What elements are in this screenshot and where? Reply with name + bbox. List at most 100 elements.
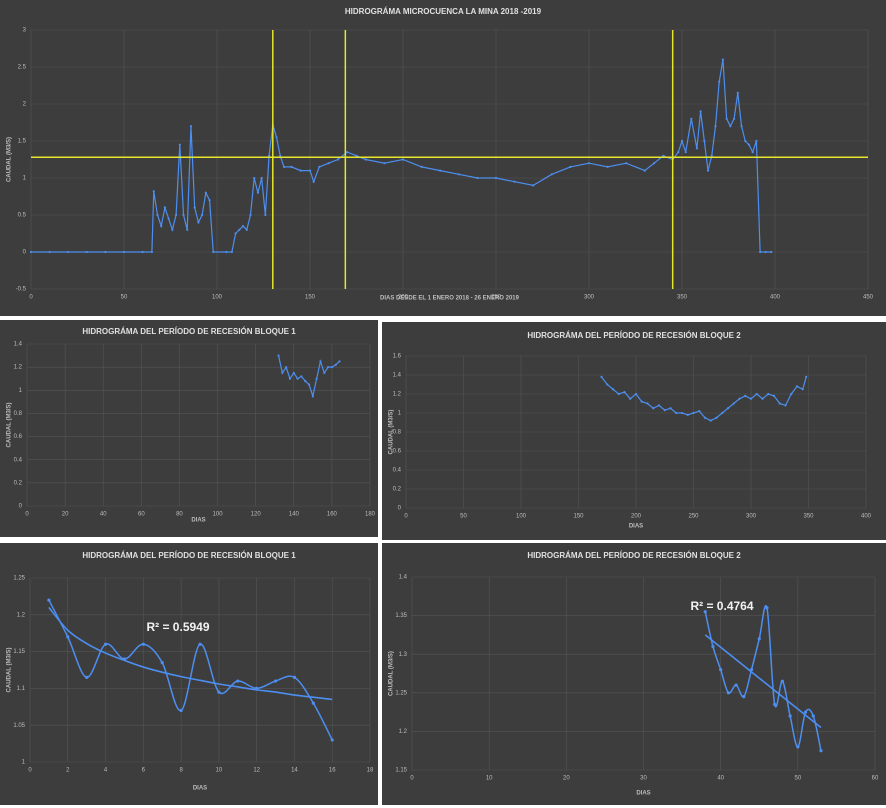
data-point — [178, 143, 181, 146]
chart-title: HIDROGRÁMA MICROCUENCA LA MINA 2018 -201… — [345, 7, 542, 16]
x-tick-label: 250 — [688, 514, 699, 520]
data-point — [805, 375, 808, 378]
y-tick-label: 2 — [23, 102, 27, 108]
y-tick-label: 1.35 — [395, 613, 407, 619]
data-point — [662, 154, 665, 157]
data-point — [273, 679, 278, 683]
y-tick-label: 0.4 — [14, 457, 23, 463]
data-point — [606, 383, 609, 386]
data-point — [249, 213, 252, 217]
y-tick-label: 0.2 — [393, 487, 402, 493]
data-point — [569, 165, 572, 168]
y-tick-label: 0.8 — [14, 411, 23, 417]
y-tick-label: 1.2 — [17, 612, 26, 618]
data-point — [755, 139, 758, 143]
data-point — [690, 117, 693, 120]
data-point — [698, 410, 701, 413]
data-point — [706, 169, 710, 172]
x-tick-label: 0 — [410, 776, 414, 782]
panel-background — [382, 322, 886, 540]
x-tick-label: 200 — [631, 514, 642, 520]
y-tick-label: -0.5 — [16, 287, 27, 293]
x-tick-label: 150 — [573, 514, 584, 520]
data-point — [312, 180, 315, 183]
data-point — [308, 169, 312, 172]
x-axis-label: DIAS DESDE EL 1 ENERO 2018 - 26 ENERO 20… — [380, 296, 520, 302]
data-point — [653, 162, 656, 165]
x-tick-label: 20 — [563, 776, 570, 782]
data-point — [275, 136, 278, 139]
data-point — [790, 392, 793, 396]
data-point — [330, 366, 333, 369]
data-point — [773, 702, 777, 706]
data-point — [299, 169, 302, 172]
chart-title: HIDROGRÁMA DEL PERÍODO DE RECESIÓN BLOQU… — [527, 331, 741, 340]
x-tick-label: 50 — [460, 514, 467, 520]
y-tick-label: 1.2 — [14, 365, 23, 371]
data-point — [182, 213, 185, 217]
data-point — [141, 642, 145, 646]
data-point — [734, 683, 738, 687]
y-tick-label: 1.4 — [14, 342, 23, 348]
data-point — [476, 176, 479, 180]
data-point — [803, 710, 808, 714]
data-point — [729, 125, 732, 128]
data-point — [532, 184, 535, 187]
x-tick-label: 60 — [872, 776, 879, 782]
data-point — [744, 394, 747, 397]
data-point — [152, 190, 155, 193]
trendline — [48, 606, 333, 701]
y-tick-label: 1 — [398, 411, 402, 417]
data-point — [236, 679, 240, 683]
data-point — [695, 147, 698, 150]
data-point — [225, 250, 228, 254]
data-point — [623, 391, 626, 394]
data-point — [726, 691, 730, 695]
data-point — [764, 250, 767, 254]
x-tick-label: 100 — [213, 512, 224, 518]
x-axis-label: DIAS — [636, 791, 650, 797]
data-point — [167, 217, 170, 220]
r-squared-annotation: R² = 0.5949 — [146, 620, 209, 634]
x-tick-label: 20 — [62, 512, 69, 518]
data-point — [264, 213, 267, 217]
data-point — [751, 151, 754, 154]
y-tick-label: 0 — [398, 506, 402, 512]
r-squared-annotation: R² = 0.4764 — [690, 599, 753, 613]
data-point — [85, 675, 89, 679]
data-point — [267, 154, 271, 157]
data-point — [759, 250, 762, 254]
data-point — [669, 407, 672, 410]
data-point — [230, 250, 233, 254]
data-point — [179, 708, 183, 713]
chart-title: HIDROGRÁMA DEL PERÍODO DE RECESIÓN BLOQU… — [527, 551, 741, 560]
y-tick-label: 0.2 — [14, 480, 23, 486]
y-axis-label: CAUDAL (M3/S) — [7, 648, 13, 693]
y-axis-label: CAUDAL (M3/S) — [389, 410, 395, 455]
x-tick-label: 100 — [516, 514, 527, 520]
x-tick-label: 16 — [329, 768, 336, 774]
y-tick-label: 0.5 — [18, 213, 27, 219]
data-point — [330, 738, 334, 742]
data-point — [646, 402, 649, 405]
data-point — [189, 125, 193, 128]
data-point — [334, 363, 337, 366]
data-point — [600, 375, 603, 378]
data-point — [749, 397, 753, 400]
data-point — [699, 110, 702, 113]
data-point — [163, 206, 167, 209]
x-tick-label: 160 — [327, 512, 338, 518]
data-point — [241, 225, 245, 228]
data-point — [718, 80, 721, 83]
data-point — [742, 695, 746, 699]
data-point — [420, 165, 423, 168]
panel-background — [0, 543, 378, 805]
data-point — [795, 385, 799, 388]
trendline — [704, 634, 822, 729]
data-point — [738, 397, 741, 400]
x-tick-label: 6 — [142, 768, 146, 774]
data-point — [726, 407, 730, 410]
data-point — [778, 402, 781, 405]
data-point — [617, 392, 620, 396]
data-point — [740, 125, 743, 128]
